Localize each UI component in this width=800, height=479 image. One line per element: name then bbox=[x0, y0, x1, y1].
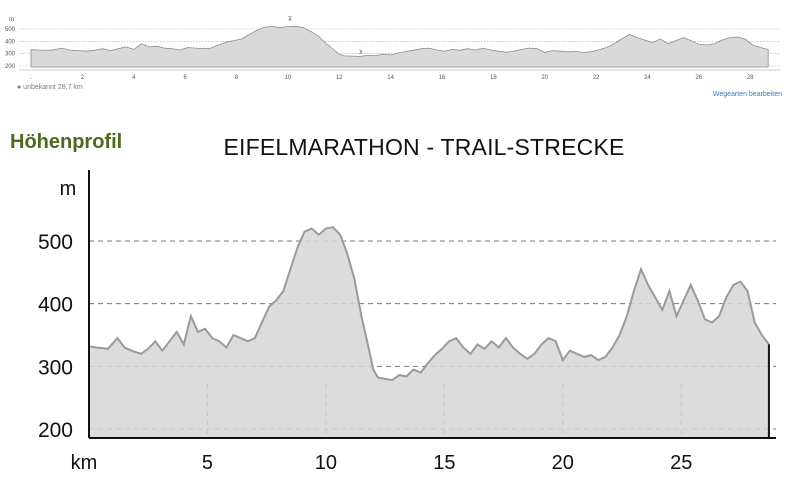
mini-profile-area bbox=[30, 25, 769, 68]
peak-marker-icon: ⊼ bbox=[288, 16, 292, 23]
x-tick-label: 25 bbox=[670, 452, 692, 474]
low-marker-icon: ⊻ bbox=[359, 49, 363, 56]
x-tick-label: 5 bbox=[202, 452, 213, 474]
chart-title: EIFELMARATHON - TRAIL-STRECKE bbox=[223, 134, 625, 160]
y-tick-label: 200 bbox=[38, 419, 73, 442]
mini-x-tick-label: 6 bbox=[183, 75, 187, 81]
mini-y-tick-label: 200 bbox=[5, 64, 16, 70]
mini-x-tick-label: 26 bbox=[695, 75, 702, 81]
mini-x-tick-label: 8 bbox=[235, 75, 239, 81]
mini-x-tick-label: 22 bbox=[593, 75, 600, 81]
mini-y-axis-labels: 500 400 300 200 bbox=[5, 27, 16, 70]
x-axis-labels: 5 10 15 20 25 bbox=[202, 452, 692, 474]
mini-y-unit: m bbox=[9, 17, 14, 23]
mini-x-tick-label: 12 bbox=[336, 75, 343, 81]
y-tick-label: 500 bbox=[38, 231, 73, 254]
chart-axes bbox=[88, 170, 776, 439]
mini-x-tick-label: . bbox=[30, 75, 32, 81]
x-tick-label: 20 bbox=[552, 452, 574, 474]
mini-x-tick-label: 28 bbox=[747, 75, 754, 81]
mini-x-tick-label: 2 bbox=[81, 75, 85, 81]
y-axis-labels: 200 300 400 500 bbox=[38, 231, 73, 442]
mini-y-tick-label: 500 bbox=[5, 27, 16, 33]
section-heading: Höhenprofil bbox=[10, 131, 123, 153]
mini-x-tick-label: 14 bbox=[387, 75, 394, 81]
mini-x-tick-label: 24 bbox=[644, 75, 651, 81]
mini-x-tick-label: 10 bbox=[285, 75, 292, 81]
y-tick-label: 400 bbox=[38, 294, 73, 317]
edit-waytypes-link[interactable]: Wegearten bearbeiten bbox=[712, 91, 782, 98]
x-tick-label: 15 bbox=[433, 452, 455, 474]
mini-x-axis-labels: . 2 4 6 8 10 12 14 16 18 20 22 24 26 28 bbox=[30, 75, 754, 81]
mini-y-tick-label: 400 bbox=[5, 39, 16, 45]
elevation-area bbox=[89, 227, 769, 438]
mini-x-tick-label: 4 bbox=[132, 75, 136, 81]
mini-y-tick-label: 300 bbox=[5, 52, 16, 58]
route-length-note: ● unbekannt 28,7 km bbox=[17, 84, 83, 91]
elevation-line bbox=[88, 226, 770, 382]
y-axis-unit: m bbox=[60, 178, 77, 200]
mini-elevation-profile: 500 400 300 200 . 2 4 6 8 10 12 14 16 18 20 22 24 26 28 ⊼… bbox=[0, 0, 800, 100]
y-tick-label: 300 bbox=[38, 356, 73, 379]
mini-x-tick-label: 20 bbox=[541, 75, 548, 81]
mini-x-tick-label: 18 bbox=[490, 75, 497, 81]
x-tick-label: 10 bbox=[315, 452, 337, 474]
mini-x-tick-label: 16 bbox=[439, 75, 446, 81]
x-axis-unit: km bbox=[71, 452, 98, 474]
